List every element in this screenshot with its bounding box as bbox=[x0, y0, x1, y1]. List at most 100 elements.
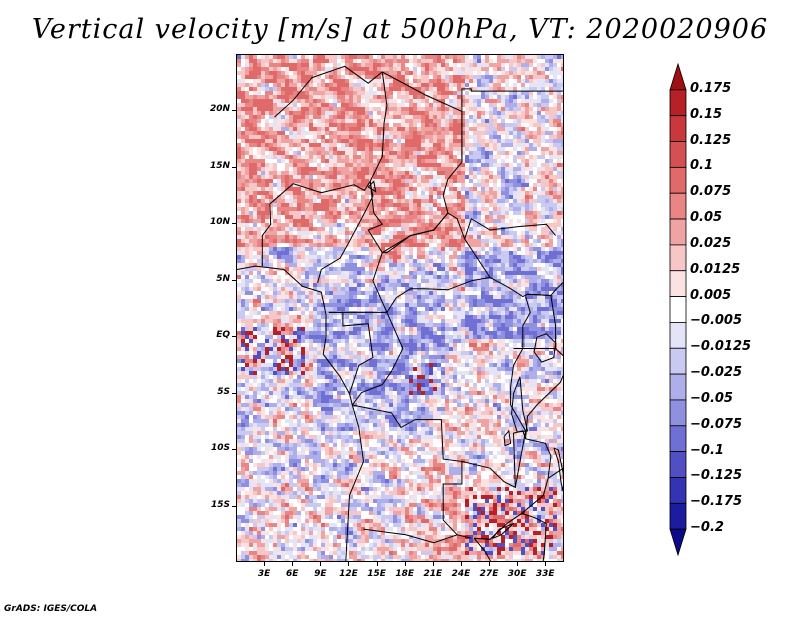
field-cell bbox=[397, 147, 402, 152]
field-cell bbox=[385, 231, 390, 236]
field-cell bbox=[349, 255, 354, 260]
field-cell bbox=[501, 87, 506, 92]
field-cell bbox=[265, 79, 270, 84]
field-cell bbox=[365, 59, 370, 64]
field-cell bbox=[521, 103, 526, 108]
field-cell bbox=[521, 203, 526, 208]
field-cell bbox=[449, 199, 454, 204]
field-cell bbox=[529, 207, 534, 212]
field-cell bbox=[517, 243, 522, 248]
field-cell bbox=[549, 131, 554, 136]
field-cell bbox=[293, 203, 298, 208]
field-cell bbox=[297, 103, 302, 108]
field-cell bbox=[533, 251, 538, 256]
field-cell bbox=[405, 175, 410, 180]
field-cell bbox=[305, 191, 310, 196]
field-cell bbox=[257, 127, 262, 132]
field-cell bbox=[337, 283, 342, 288]
field-cell bbox=[453, 175, 458, 180]
field-cell bbox=[381, 215, 386, 220]
field-cell bbox=[261, 171, 266, 176]
field-cell bbox=[549, 175, 554, 180]
field-cell bbox=[381, 63, 386, 68]
field-cell bbox=[401, 135, 406, 140]
field-cell bbox=[445, 235, 450, 240]
field-cell bbox=[493, 219, 498, 224]
field-cell bbox=[253, 283, 258, 288]
field-cell bbox=[397, 107, 402, 112]
field-cell bbox=[297, 135, 302, 140]
field-cell bbox=[265, 99, 270, 104]
field-cell bbox=[313, 155, 318, 160]
field-cell bbox=[329, 59, 334, 64]
field-cell bbox=[305, 95, 310, 100]
field-cell bbox=[257, 195, 262, 200]
field-cell bbox=[385, 271, 390, 276]
field-cell bbox=[505, 263, 510, 268]
field-cell bbox=[329, 179, 334, 184]
field-cell bbox=[465, 183, 470, 188]
field-cell bbox=[529, 79, 534, 84]
field-cell bbox=[349, 127, 354, 132]
field-cell bbox=[525, 143, 530, 148]
field-cell bbox=[341, 167, 346, 172]
field-cell bbox=[449, 167, 454, 172]
field-cell bbox=[373, 123, 378, 128]
field-cell bbox=[349, 279, 354, 284]
field-cell bbox=[297, 155, 302, 160]
field-cell bbox=[389, 179, 394, 184]
field-cell bbox=[317, 195, 322, 200]
field-cell bbox=[521, 219, 526, 224]
field-cell bbox=[337, 219, 342, 224]
field-cell bbox=[297, 267, 302, 272]
field-cell bbox=[445, 83, 450, 88]
field-cell bbox=[477, 91, 482, 96]
field-cell bbox=[449, 67, 454, 72]
field-cell bbox=[561, 167, 563, 172]
field-cell bbox=[305, 111, 310, 116]
field-cell bbox=[345, 171, 350, 176]
field-cell bbox=[517, 95, 522, 100]
field-cell bbox=[425, 95, 430, 100]
field-cell bbox=[413, 255, 418, 260]
field-cell bbox=[381, 267, 386, 272]
field-cell bbox=[457, 63, 462, 68]
field-cell bbox=[517, 143, 522, 148]
field-cell bbox=[373, 263, 378, 268]
field-cell bbox=[481, 99, 486, 104]
field-cell bbox=[345, 155, 350, 160]
field-cell bbox=[301, 63, 306, 68]
field-cell bbox=[253, 287, 258, 292]
field-cell bbox=[401, 231, 406, 236]
field-cell bbox=[313, 191, 318, 196]
field-cell bbox=[269, 63, 274, 68]
field-cell bbox=[509, 263, 514, 268]
field-cell bbox=[477, 79, 482, 84]
field-cell bbox=[245, 79, 250, 84]
field-cell bbox=[509, 183, 514, 188]
field-cell bbox=[405, 127, 410, 132]
field-cell bbox=[265, 127, 270, 132]
field-cell bbox=[341, 119, 346, 124]
field-cell bbox=[377, 243, 382, 248]
field-cell bbox=[433, 59, 438, 64]
field-cell bbox=[497, 139, 502, 144]
field-cell bbox=[453, 267, 458, 272]
field-cell bbox=[385, 71, 390, 76]
field-cell bbox=[449, 239, 454, 244]
field-cell bbox=[561, 259, 563, 264]
field-cell bbox=[453, 187, 458, 192]
field-cell bbox=[277, 55, 282, 60]
field-cell bbox=[341, 87, 346, 92]
field-cell bbox=[257, 203, 262, 208]
field-cell bbox=[237, 247, 242, 252]
field-cell bbox=[405, 187, 410, 192]
field-cell bbox=[513, 103, 518, 108]
chart-title: Vertical velocity [m/s] at 500hPa, VT: 2… bbox=[31, 14, 769, 45]
field-cell bbox=[561, 219, 563, 224]
field-cell bbox=[441, 147, 446, 152]
field-cell bbox=[457, 231, 462, 236]
field-cell bbox=[253, 75, 258, 80]
field-cell bbox=[497, 203, 502, 208]
field-cell bbox=[345, 167, 350, 172]
